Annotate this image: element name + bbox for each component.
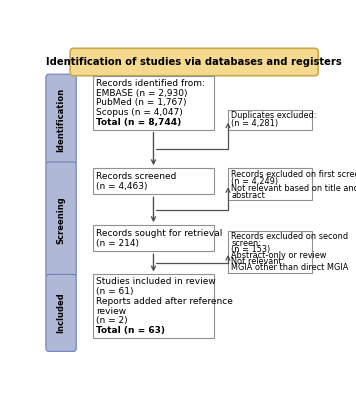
Text: Identification of studies via databases and registers: Identification of studies via databases … [46, 57, 342, 67]
Bar [228, 168, 312, 200]
Text: Studies included in review: Studies included in review [96, 277, 216, 286]
FancyBboxPatch shape [46, 162, 76, 278]
Bar [93, 76, 214, 130]
Text: (n = 61): (n = 61) [96, 287, 134, 296]
Text: (n = 4,463): (n = 4,463) [96, 182, 148, 192]
FancyBboxPatch shape [70, 48, 318, 76]
Bar [93, 274, 214, 338]
Text: Screening: Screening [57, 196, 66, 244]
Text: (n = 2): (n = 2) [96, 316, 128, 326]
Text: PubMed (n = 1,767): PubMed (n = 1,767) [96, 98, 187, 108]
Text: Records excluded on first screen:: Records excluded on first screen: [231, 170, 356, 178]
Bar [93, 225, 214, 251]
Text: (n = 4,281): (n = 4,281) [231, 119, 278, 128]
Text: Total (n = 63): Total (n = 63) [96, 326, 165, 335]
Text: Included: Included [57, 292, 66, 333]
Text: Records screened: Records screened [96, 172, 177, 180]
FancyBboxPatch shape [46, 74, 76, 165]
FancyBboxPatch shape [46, 274, 76, 351]
Bar [93, 168, 214, 194]
Text: Not relevant based on title and: Not relevant based on title and [231, 184, 356, 193]
Text: Reports added after reference: Reports added after reference [96, 297, 233, 306]
Text: MGIA other than direct MGIA: MGIA other than direct MGIA [231, 263, 349, 272]
Text: Total (n = 8,744): Total (n = 8,744) [96, 118, 181, 127]
Text: Records sought for retrieval: Records sought for retrieval [96, 228, 222, 238]
Text: Duplicates excluded:: Duplicates excluded: [231, 112, 317, 120]
Text: abstract: abstract [231, 191, 265, 200]
Bar [228, 110, 312, 130]
Text: (n = 4,249): (n = 4,249) [231, 176, 278, 186]
Text: Identification: Identification [57, 88, 66, 152]
Text: Abstract-only or review: Abstract-only or review [231, 251, 327, 260]
Text: review: review [96, 307, 126, 316]
Text: Records excluded on second: Records excluded on second [231, 232, 349, 241]
Text: Not relevant: Not relevant [231, 257, 282, 266]
Text: screen:: screen: [231, 238, 261, 248]
Bar [228, 231, 312, 273]
Text: Records identified from:: Records identified from: [96, 79, 205, 88]
Text: EMBASE (n = 2,930): EMBASE (n = 2,930) [96, 88, 188, 98]
Text: (n = 153): (n = 153) [231, 245, 271, 254]
Text: Scopus (n = 4,047): Scopus (n = 4,047) [96, 108, 183, 117]
Text: (n = 214): (n = 214) [96, 240, 139, 248]
